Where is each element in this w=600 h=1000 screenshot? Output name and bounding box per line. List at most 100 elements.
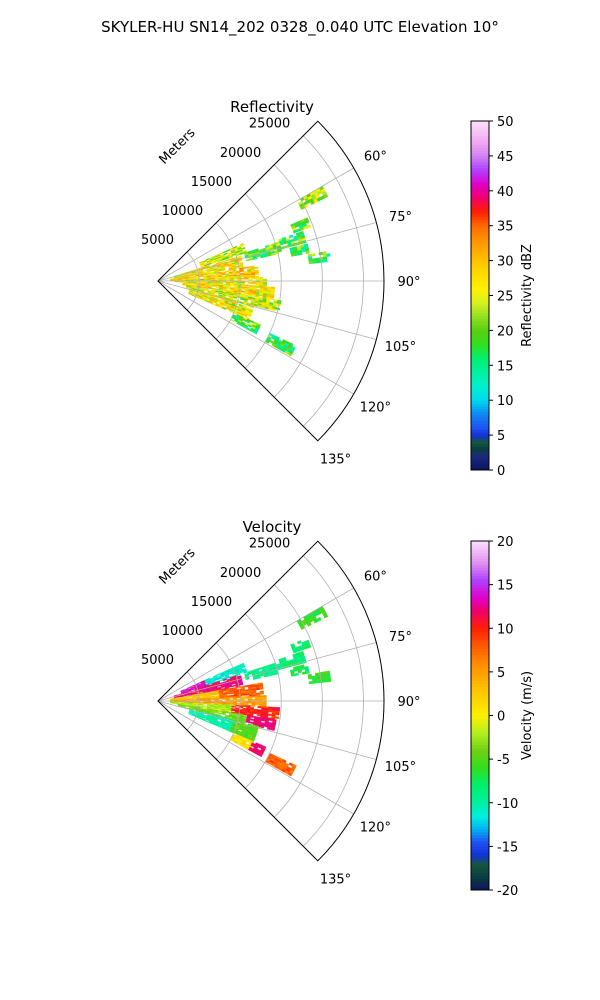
colorbar-segment [471, 610, 489, 615]
echo-cell [233, 699, 238, 701]
colorbar-segment [471, 289, 489, 293]
echo-cell [257, 753, 263, 758]
echo-band [169, 689, 223, 701]
colorbar-segment [471, 237, 489, 241]
echo-cell [308, 681, 313, 685]
echo-cell [262, 703, 267, 706]
echo-cell [306, 224, 312, 229]
angle-tick-label: 75° [389, 630, 412, 645]
colorbar-segment [471, 263, 489, 267]
echo-cell [214, 701, 219, 703]
echo-cell [221, 698, 226, 700]
echo-cell [238, 259, 243, 262]
echo-cell [184, 703, 189, 705]
radial-tick-label: 10000 [162, 204, 203, 219]
echo-cell [241, 287, 246, 290]
colorbar-segment [471, 368, 489, 372]
colorbar-segment [471, 799, 489, 804]
echo-band [289, 243, 310, 257]
radial-tick-label: 5000 [141, 653, 174, 668]
radial-tick-label: 25000 [249, 537, 290, 552]
colorbar-segment [471, 788, 489, 792]
colorbar-tick-label: 10 [497, 622, 514, 637]
colorbar-segment [471, 817, 489, 821]
colorbar-segment [471, 391, 489, 395]
colorbar-segment [471, 301, 489, 305]
colorbar-segment [471, 423, 489, 427]
colorbar-segment [471, 339, 489, 343]
colorbar-segment [471, 703, 489, 708]
echo-band [245, 714, 277, 731]
colorbar-segment [471, 240, 489, 244]
colorbar-segment [471, 283, 489, 288]
echo-band [199, 242, 248, 268]
colorbar-segment [471, 587, 489, 591]
colorbar-segment [471, 449, 489, 453]
echo-cell [262, 696, 267, 699]
echo-cell [243, 670, 248, 674]
radial-tick-label: 25000 [249, 117, 290, 132]
colorbar-segment [471, 150, 489, 154]
echo-cell [229, 696, 234, 699]
radial-tick-label: 20000 [220, 566, 261, 581]
colorbar-segment [471, 179, 489, 183]
colorbar-segment [471, 730, 489, 734]
colorbar-segment [471, 295, 489, 299]
echo-cell [240, 277, 245, 280]
colorbar-segment [471, 651, 489, 655]
echo-cell [259, 687, 264, 690]
colorbar-segment [471, 715, 489, 719]
colorbar-segment [471, 695, 489, 699]
echo-cell [193, 284, 198, 286]
colorbar-segment [471, 164, 489, 168]
echo-cell [263, 278, 268, 281]
colorbar-segment [471, 674, 489, 679]
colorbar-segment [471, 132, 489, 136]
echo-cell [263, 282, 268, 285]
colorbar-tick-label: 5 [497, 429, 505, 444]
colorbar-segment [471, 677, 489, 681]
colorbar-segment [471, 452, 489, 456]
colorbar-segment [471, 461, 489, 465]
colorbar-segment [471, 849, 489, 853]
colorbar-segment [471, 359, 489, 363]
echo-cell [258, 697, 263, 700]
colorbar-tick-label: 0 [497, 464, 505, 479]
colorbar-segment [471, 796, 489, 801]
colorbar-segment [471, 374, 489, 378]
colorbar-segment [471, 167, 489, 171]
colorbar-segment [471, 747, 489, 751]
colorbar-segment [471, 147, 489, 151]
radial-axis-label: Meters [157, 125, 199, 167]
radial-tick-label: 5000 [141, 233, 174, 248]
echo-cell [270, 727, 275, 731]
colorbar: -20 -15 -10 -5 0 5 10 15 20 Velocity (m/s) [470, 535, 535, 899]
colorbar-segment [471, 222, 489, 227]
echo-cell [319, 679, 324, 683]
colorbar-segment [471, 875, 489, 879]
echo-cell [301, 671, 307, 675]
echo-cell [287, 772, 293, 777]
colorbar-segment [471, 257, 489, 261]
echo-cell [249, 718, 255, 721]
echo-cell [244, 277, 249, 280]
colorbar-segment [471, 182, 489, 186]
colorbar-segment [471, 770, 489, 775]
echo-cell [256, 713, 261, 717]
echo-band [230, 314, 262, 335]
echo-cell [189, 283, 194, 285]
colorbar-segment [471, 732, 489, 737]
angle-tick-label: 60° [364, 570, 387, 585]
colorbar-segment [471, 403, 489, 407]
echo-cell [244, 685, 249, 688]
colorbar-segment [471, 837, 489, 841]
colorbar-segment [471, 622, 489, 626]
colorbar-segment [471, 814, 489, 818]
colorbar-segment [471, 628, 489, 632]
colorbar-segment [471, 596, 489, 600]
colorbar-segment [471, 202, 489, 206]
echo-cell [287, 352, 293, 357]
colorbar-segment [471, 231, 489, 235]
colorbar-segment [471, 744, 489, 748]
colorbar-segment [471, 860, 489, 865]
